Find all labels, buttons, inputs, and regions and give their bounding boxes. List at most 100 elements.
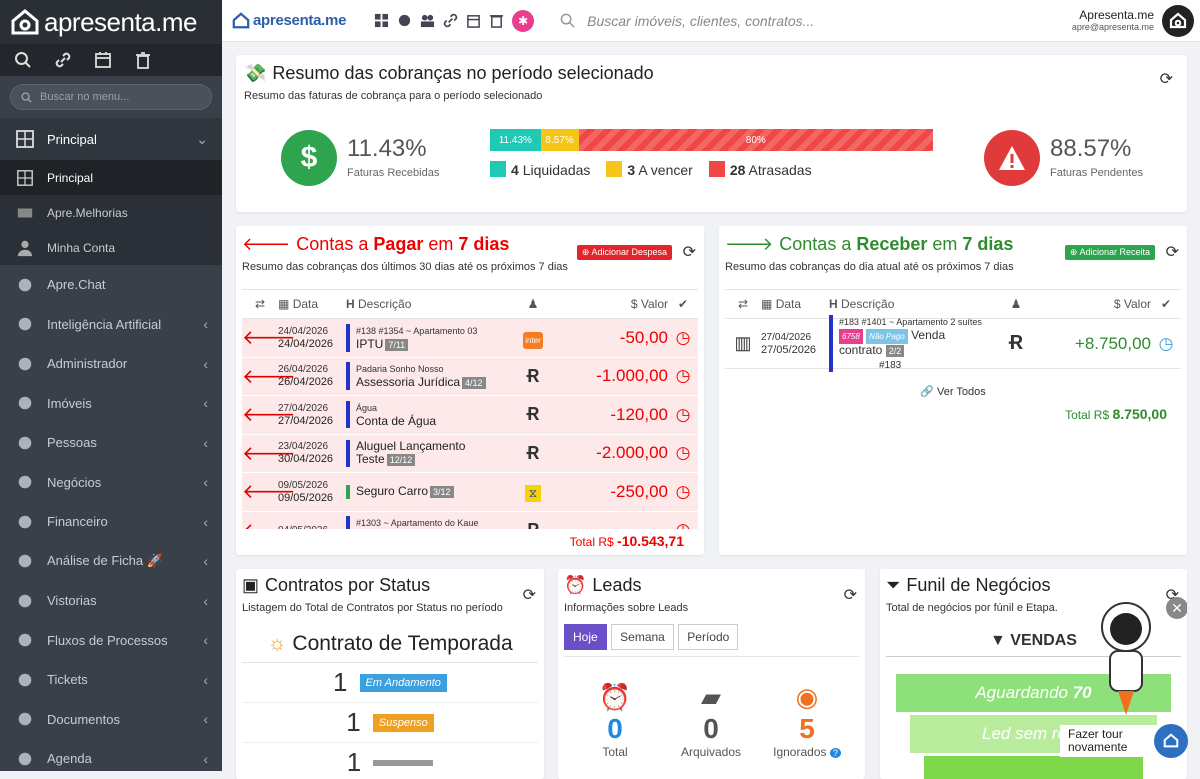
sort-icon[interactable]: ⇄ bbox=[737, 297, 749, 311]
table-row[interactable]: 🡐 23/04/2026 30/04/2026 Aluguel Lançamento … bbox=[242, 434, 698, 473]
add-income-button[interactable]: ⊕ Adicionar Receita bbox=[1064, 245, 1155, 260]
receber-row[interactable]: ▥ 27/04/2026 27/05/2026 #183 #1401 ~ Apar… bbox=[725, 315, 1181, 372]
clock-icon[interactable]: ◷ bbox=[668, 520, 698, 529]
sidebar-subitem-principal[interactable]: Principal bbox=[0, 160, 222, 195]
table-row[interactable]: 🡐 26/04/2026 26/04/2026 Padaria Sonho Nosso… bbox=[242, 357, 698, 396]
add-expense-button[interactable]: ⊕ Adicionar Despesa bbox=[576, 245, 672, 260]
sidebar-item-7[interactable]: Análise de Ficha 🚀 ‹ bbox=[0, 542, 222, 582]
sidebar-subitem-melhorias[interactable]: Apre.Melhorias bbox=[0, 195, 222, 230]
table-row[interactable]: 🡐 27/04/2026 27/04/2026 Água Conta de Água Ɍ -… bbox=[242, 396, 698, 435]
floating-logo-button[interactable] bbox=[1154, 724, 1188, 758]
sidebar-item-11[interactable]: Documentos ‹ bbox=[0, 700, 222, 740]
chevron-left-icon: ‹ bbox=[203, 395, 208, 412]
sidebar-section-principal[interactable]: Principal ⌄ bbox=[0, 118, 222, 160]
calendar-icon[interactable] bbox=[94, 51, 112, 69]
status-badge bbox=[373, 759, 434, 766]
refresh-icon[interactable]: ⟳ bbox=[843, 587, 857, 604]
link-icon[interactable] bbox=[443, 13, 458, 28]
pending-pct: 88.57% bbox=[1050, 135, 1132, 162]
contratos-subtitle: Listagem do Total de Contratos por Statu… bbox=[242, 602, 503, 614]
ticket-icon bbox=[14, 669, 36, 691]
summary-title-text: Resumo das cobranças no período selecion… bbox=[272, 63, 654, 83]
contract-status-row[interactable]: 1 bbox=[242, 743, 538, 779]
sidebar-item-5[interactable]: Negócios ‹ bbox=[0, 463, 222, 503]
trash-icon[interactable] bbox=[134, 51, 152, 69]
clock-icon[interactable]: ◷ bbox=[675, 481, 691, 501]
refresh-icon[interactable]: ⟳ bbox=[1159, 71, 1173, 88]
table-row[interactable]: 🡐 24/04/2026 24/04/2026 #138 #1354 ~ Aparta… bbox=[242, 319, 698, 358]
sidebar-item-12[interactable]: Agenda ‹ bbox=[0, 739, 222, 771]
sidebar-item-9[interactable]: Fluxos de Processos ‹ bbox=[0, 621, 222, 661]
barcode-icon: ▥ bbox=[734, 333, 752, 353]
sort-icon[interactable]: ⇄ bbox=[254, 297, 266, 311]
tab-semana[interactable]: Semana bbox=[611, 624, 674, 650]
avatar[interactable] bbox=[1162, 5, 1194, 37]
check-icon: ✔ bbox=[677, 297, 689, 311]
sidebar-item-8[interactable]: Vistorias ‹ bbox=[0, 581, 222, 621]
lead-col-total[interactable]: ⏰ 0 Total bbox=[575, 682, 655, 759]
lead-col-ignorados[interactable]: ◉ 5 Ignorados ? bbox=[767, 682, 847, 759]
clock-icon[interactable]: ◷ bbox=[675, 443, 691, 463]
topbar-brand[interactable]: apresenta.me bbox=[232, 11, 346, 30]
calendar-icon[interactable] bbox=[466, 13, 481, 28]
bank-logo-icon: Ɍ bbox=[527, 520, 540, 529]
status-badge: Em Andamento bbox=[359, 673, 447, 692]
refresh-icon[interactable]: ⟳ bbox=[1165, 244, 1179, 261]
contract-status-row[interactable]: 1 Em Andamento bbox=[242, 663, 538, 703]
receber-title-mid: em bbox=[927, 234, 963, 254]
user-menu[interactable]: Apresenta.me apre@apresenta.me bbox=[1072, 8, 1154, 32]
receber-date-1: 27/04/2026 bbox=[761, 331, 812, 343]
chat-icon[interactable] bbox=[397, 13, 412, 28]
topbar-search-input[interactable]: Buscar imóveis, clientes, contratos... bbox=[560, 13, 814, 29]
sidebar-item-label: Financeiro bbox=[47, 514, 108, 530]
home-icon bbox=[14, 392, 36, 414]
help-icon[interactable]: ? bbox=[829, 748, 841, 758]
people-icon[interactable] bbox=[420, 13, 435, 28]
magic-icon[interactable]: ✱ bbox=[512, 9, 535, 32]
see-all-link[interactable]: 🔗 Ver Todos bbox=[725, 385, 1181, 398]
astronaut-mascot[interactable] bbox=[1096, 597, 1158, 717]
tab-periodo[interactable]: Período bbox=[678, 624, 739, 650]
sidebar-brand[interactable]: apresenta.me bbox=[0, 0, 222, 44]
brand-text: apresenta.me bbox=[44, 6, 197, 37]
clock-icon[interactable]: ◷ bbox=[675, 327, 691, 347]
sidebar-subitem-minha-conta[interactable]: Minha Conta bbox=[0, 230, 222, 265]
sidebar-item-1[interactable]: Inteligência Artificial ‹ bbox=[0, 305, 222, 345]
tab-hoje[interactable]: Hoje bbox=[564, 624, 607, 650]
legend-label: A vencer bbox=[638, 162, 693, 178]
see-all-label: Ver Todos bbox=[937, 386, 986, 398]
trash-icon[interactable] bbox=[489, 13, 504, 28]
receber-total-value: 8.750,00 bbox=[1112, 406, 1168, 422]
table-row[interactable]: 🡐04/05/2026 #1303 ~ Apartamento do Kaue V… bbox=[242, 511, 698, 529]
refresh-icon[interactable]: ⟳ bbox=[522, 587, 536, 604]
status-badge: Suspenso bbox=[372, 713, 434, 732]
user-name: Apresenta.me bbox=[1079, 8, 1154, 22]
sidebar-item-10[interactable]: Tickets ‹ bbox=[0, 660, 222, 700]
chevron-left-icon: ‹ bbox=[203, 513, 208, 530]
sidebar-item-label: Inteligência Artificial bbox=[47, 316, 162, 332]
sidebar-item-6[interactable]: Financeiro ‹ bbox=[0, 502, 222, 542]
sidebar-item-3[interactable]: Imóveis ‹ bbox=[0, 384, 222, 424]
sidebar-search-input[interactable]: Buscar no menu... bbox=[10, 84, 212, 110]
contract-status-row[interactable]: 1 Suspenso bbox=[242, 703, 538, 743]
pagar-total-label: Total R$ bbox=[569, 535, 614, 549]
sidebar-item-4[interactable]: Pessoas ‹ bbox=[0, 423, 222, 463]
chevron-left-icon: ‹ bbox=[203, 592, 208, 609]
contratos-title-text: Contratos por Status bbox=[265, 575, 431, 595]
grid-icon[interactable] bbox=[374, 13, 389, 28]
table-row[interactable]: 🡐 09/05/2026 09/05/2026 Seguro Carro 3/12 ⧖ -2… bbox=[242, 473, 698, 512]
clock-icon[interactable]: ◷ bbox=[675, 366, 691, 386]
close-icon[interactable]: ✕ bbox=[1166, 597, 1187, 619]
link-icon[interactable] bbox=[54, 51, 72, 69]
funnel-stage[interactable] bbox=[924, 756, 1143, 779]
clock-icon[interactable]: ◷ bbox=[1158, 333, 1174, 353]
row-value: -250,00 bbox=[610, 481, 668, 501]
refresh-icon[interactable]: ⟳ bbox=[682, 244, 696, 261]
sidebar-item-2[interactable]: Administrador ‹ bbox=[0, 344, 222, 384]
bank-logo-icon: Ɍ bbox=[526, 365, 540, 386]
search-icon[interactable] bbox=[14, 51, 32, 69]
lead-col-arquivados[interactable]: ▰ 0 Arquivados bbox=[671, 682, 751, 759]
clock-icon[interactable]: ◷ bbox=[675, 404, 691, 424]
sidebar-item-0[interactable]: Apre.Chat bbox=[0, 265, 222, 305]
contratos-title: ▣ Contratos por Status bbox=[242, 575, 538, 596]
